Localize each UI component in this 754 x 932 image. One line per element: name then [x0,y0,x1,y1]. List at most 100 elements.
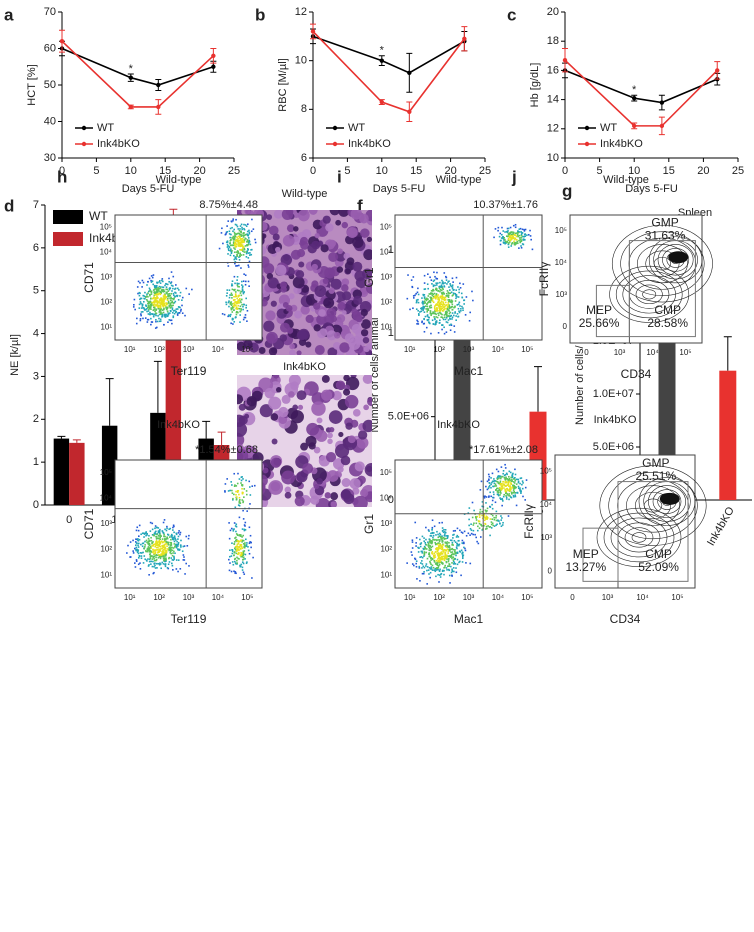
event [500,489,503,491]
event [495,515,498,517]
event [149,298,152,300]
cell [268,480,284,495]
cell [341,291,352,301]
event [140,302,142,305]
event [501,482,503,485]
event [152,543,155,546]
event [173,310,175,312]
event [434,570,437,573]
event [499,491,502,494]
event [157,551,159,554]
event [162,286,165,289]
event [134,544,137,547]
event [129,556,132,558]
event [440,546,443,548]
event [465,562,467,564]
event [150,313,153,315]
event [154,527,156,530]
event [152,297,155,300]
event [167,313,170,316]
event [451,569,454,572]
event [237,244,240,246]
x-tick-label: 10³ [183,593,195,602]
event [423,548,425,551]
event [426,305,429,308]
event [141,286,143,288]
event [238,496,241,499]
event [508,485,510,488]
event [135,529,138,532]
x-tick-label: 25 [228,165,240,177]
cell [273,210,283,219]
event [244,316,247,319]
event [175,539,177,541]
event [149,300,152,303]
event [422,565,425,568]
event [516,491,519,494]
x-tick-label: 10² [153,345,165,354]
event [514,223,517,226]
event [156,533,158,536]
event [443,293,446,295]
event [160,301,163,304]
x-tick-label: 10³ [463,593,475,602]
event [158,313,161,316]
event [232,237,235,240]
event [165,553,167,555]
event [246,542,248,544]
x-tick-label: 0 [584,348,589,357]
event [452,563,455,565]
event [151,276,154,279]
event [164,558,167,561]
event [236,559,238,562]
event [171,300,174,303]
event [165,308,168,311]
event [157,550,160,553]
event [459,529,461,532]
event [433,317,436,320]
y-tick-label: 10⁴ [555,258,568,267]
event [170,536,173,538]
event [151,542,153,545]
event [151,558,154,560]
event [245,256,248,258]
event [146,541,148,544]
event [524,228,527,231]
event [493,478,495,480]
event [247,248,250,251]
event [230,308,233,310]
y-tick-label: 10⁵ [555,226,567,235]
event [430,314,432,317]
event [508,498,510,501]
event [155,562,158,565]
event [443,285,446,288]
event [488,478,490,481]
point [659,123,665,129]
event [518,231,521,233]
event [145,296,147,299]
event [243,303,245,306]
event [160,547,162,550]
event [435,282,438,284]
event [246,309,249,312]
event [519,238,521,241]
event [153,558,155,560]
event [153,549,156,551]
event [238,289,240,292]
event [235,218,237,221]
event [445,567,448,569]
event [172,298,175,301]
event [233,309,235,311]
event [490,523,493,526]
bar [453,336,471,500]
event [157,527,160,529]
event [509,471,512,474]
event [503,474,506,477]
event [247,241,250,244]
event [136,526,139,529]
cell [316,417,323,424]
event [241,566,244,569]
event [242,554,245,557]
event [168,305,171,308]
event [165,542,167,545]
